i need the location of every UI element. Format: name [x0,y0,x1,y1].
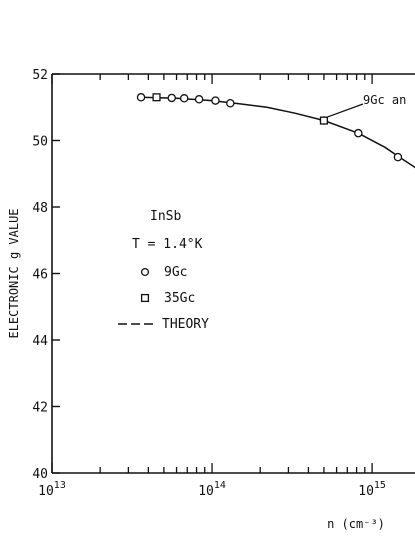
y-tick-label: 40 [32,467,48,482]
data-point-9gc [226,99,235,108]
data-point-9gc [179,94,189,103]
y-axis-title: ELECTRONIC g VALUE [7,208,21,338]
legend-heading: InSb [150,209,181,224]
x-axis-title: n (cm⁻³) [327,517,385,531]
legend: InSb T = 1.4°K 9Gc 35Gc THEORY [118,209,209,332]
annotation-leader [325,103,364,119]
ticks: 40 42 44 46 48 50 52 1013 1014 1015 [32,68,386,499]
data-point-9gc [136,93,146,102]
data-point-9gc [211,96,220,105]
data-layer [136,93,415,169]
y-tick-label: 46 [32,268,48,283]
labels: ELECTRONIC g VALUE n (cm⁻³) 9Gc an [7,93,406,531]
legend-label: 35Gc [164,291,195,306]
legend-label: 9Gc [164,265,187,280]
y-tick-label: 42 [32,401,48,416]
legend-heading: T = 1.4°K [132,237,203,252]
legend-marker-square [140,293,150,303]
data-point-9gc [354,128,363,138]
y-tick-label: 48 [32,201,48,216]
annotation-label: 9Gc an [363,93,406,107]
legend-label: THEORY [162,317,209,332]
data-point-9gc [393,152,403,162]
legend-marker-circle [140,267,150,277]
x-tick-label: 1015 [358,480,386,499]
y-tick-label: 52 [32,68,48,83]
data-point-35gc [319,116,328,125]
x-tick-label: 1014 [198,480,226,499]
y-tick-label: 50 [32,135,48,150]
data-point-9gc [194,95,204,104]
data-point-9gc [167,93,176,103]
data-point-35gc [152,93,161,102]
y-tick-label: 44 [32,334,48,349]
x-tick-label: 1013 [38,480,66,499]
theory-curve [140,96,415,169]
